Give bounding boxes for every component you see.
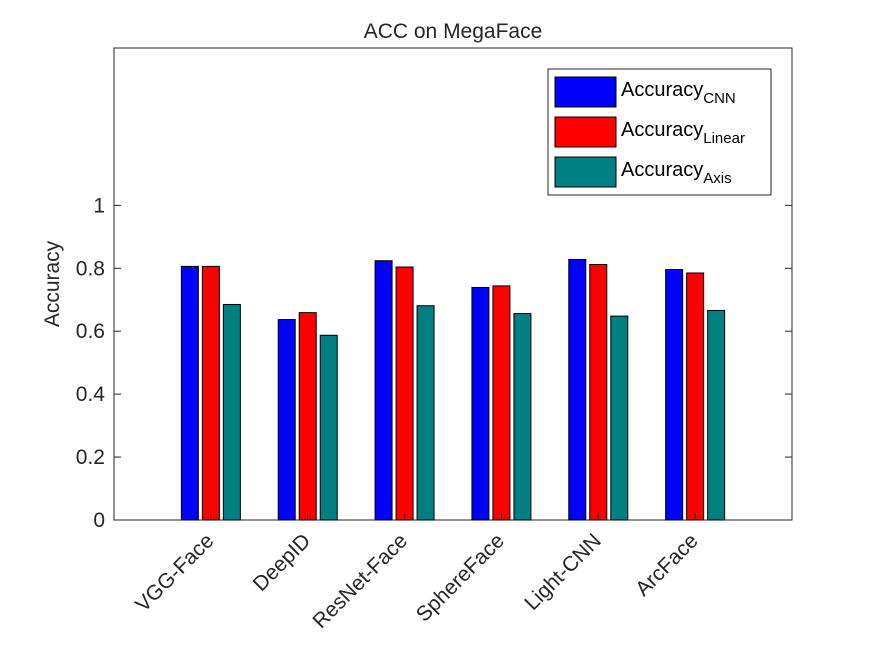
bar-axis-sphereface [513,313,532,521]
bar-linear-light-cnn [589,263,608,521]
bar-linear-vgg-face [201,265,220,521]
bar-cnn-vgg-face [180,265,199,521]
legend-label-subscript: Axis [703,170,731,187]
bar-axis-deepid [319,334,338,521]
y-tick-label: 0.6 [76,320,105,343]
bar-axis-arcface [707,309,726,521]
bar-cnn-arcface [665,269,684,521]
legend-swatch-axis [554,156,617,188]
bar-cnn-deepid [277,319,296,521]
y-tick-label: 0.8 [76,257,105,280]
bar-axis-light-cnn [610,315,629,521]
x-tick-label: ArcFace [631,529,703,601]
x-tick-label: DeepID [249,529,316,596]
legend-label-subscript: CNN [703,90,736,107]
legend-label-main: Accuracy [621,79,703,101]
y-tick-label: 0.2 [76,446,105,469]
bar-linear-deepid [298,312,317,521]
y-tick-label: 1 [93,194,105,217]
bar-linear-sphereface [492,285,511,521]
x-tick-label: SphereFace [412,529,509,626]
bar-linear-resnet-face [395,266,414,521]
y-tick-label: 0.4 [76,383,106,406]
legend-label-main: Accuracy [621,159,703,181]
bar-linear-arcface [686,272,705,521]
bar-cnn-resnet-face [374,260,393,521]
legend-label-linear: AccuracyLinear [621,119,745,147]
bar-cnn-sphereface [471,286,490,521]
bar-cnn-light-cnn [568,258,587,521]
legend-label-main: Accuracy [621,119,703,141]
y-tick-label: 0 [93,509,105,532]
x-tick-label: ResNet-Face [308,529,412,633]
legend-label-cnn: AccuracyCNN [621,79,736,107]
legend-swatch-linear [554,116,617,148]
legend-label-subscript: Linear [703,130,745,147]
legend-swatch-cnn [554,76,617,108]
chart-title: ACC on MegaFace [364,20,543,43]
x-tick-label: VGG-Face [131,529,218,616]
bar-axis-resnet-face [416,305,435,521]
y-axis-label: Accuracy [41,240,64,327]
legend-label-axis: AccuracyAxis [621,159,732,187]
y-axis: 0 0.2 0.4 0.6 0.8 1 [76,194,792,532]
x-tick-label: Light-CNN [520,529,606,615]
bar-axis-vgg-face [222,303,241,521]
